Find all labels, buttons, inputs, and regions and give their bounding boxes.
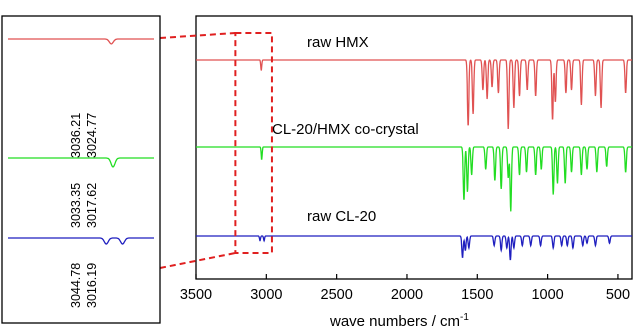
x-axis-title-text: wave numbers / cm — [329, 313, 460, 330]
x-axis-ticks: 3500 3000 2500 2000 1500 1000 500 — [180, 274, 630, 303]
x-tick-label-2500: 2500 — [321, 287, 353, 303]
x-tick-label-1500: 1500 — [461, 287, 493, 303]
series-label-cocrystal: CL-20/HMX co-crystal — [272, 121, 419, 138]
inset-trace-raw-cl-20 — [8, 237, 154, 245]
x-axis-title: wave numbers / cm-1 — [329, 312, 469, 330]
x-tick-label-3000: 3000 — [250, 287, 282, 303]
x-tick-label-2000: 2000 — [391, 287, 423, 303]
inset-peak-label-3044-78: 3044.78 — [69, 263, 83, 308]
series-line-cl-20-hmx-co-crystal — [196, 146, 632, 212]
inset-peak-label-3017-62: 3017.62 — [85, 183, 99, 228]
inset-peak-label-3036-21: 3036.21 — [69, 113, 83, 158]
series-label-raw-cl20: raw CL-20 — [307, 208, 376, 225]
zoom-connector-bottom — [159, 252, 236, 269]
inset-frame — [1, 15, 161, 324]
series-line-raw-cl-20 — [196, 235, 632, 261]
inset-peak-labels: 3036.21 3024.77 3033.35 3017.62 3044.78 3016.… — [69, 113, 99, 308]
highlight-box — [234, 32, 273, 254]
series-line-raw-hmx — [196, 59, 632, 130]
x-axis-title-superscript: -1 — [460, 312, 469, 323]
inset-peak-label-3033-35: 3033.35 — [69, 183, 83, 228]
zoom-connector-top — [159, 32, 236, 39]
x-tick-label-3500: 3500 — [180, 287, 212, 303]
inset-traces-group — [8, 38, 154, 245]
inset-peak-label-3016-19: 3016.19 — [85, 263, 99, 308]
x-tick-label-500: 500 — [606, 287, 630, 303]
series-label-raw-hmx: raw HMX — [307, 34, 369, 51]
x-tick-label-1000: 1000 — [531, 287, 563, 303]
main-series-group — [196, 59, 632, 261]
inset-trace-raw-hmx — [8, 38, 154, 45]
inset-trace-cl-20-hmx-co-crystal — [8, 157, 154, 168]
inset-peak-label-3024-77: 3024.77 — [85, 113, 99, 158]
